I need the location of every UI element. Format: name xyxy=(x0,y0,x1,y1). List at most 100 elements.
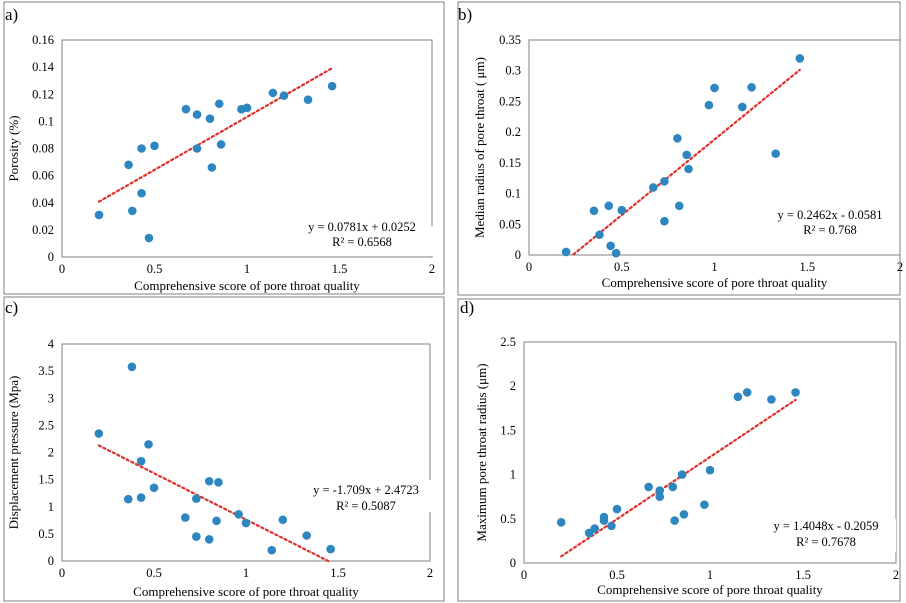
data-point xyxy=(128,206,137,216)
data-point xyxy=(123,494,133,504)
chart-frame xyxy=(457,1,901,296)
x-tick-label: 2 xyxy=(893,568,899,582)
data-point xyxy=(278,515,288,525)
y-tick-label: 0.06 xyxy=(32,169,54,183)
data-point xyxy=(612,504,622,514)
x-tick-label: 2 xyxy=(897,260,903,274)
chart-frame xyxy=(3,1,445,295)
y-tick-label: 2.5 xyxy=(38,418,54,432)
y-tick-label: 0.14 xyxy=(32,60,55,74)
x-tick-label: 0 xyxy=(59,262,65,276)
y-tick-label: 1.5 xyxy=(500,423,516,437)
panel-label: b) xyxy=(458,5,472,24)
data-point xyxy=(556,518,566,527)
x-tick-label: 0.5 xyxy=(614,260,630,274)
data-point xyxy=(192,494,201,503)
x-tick-label: 1 xyxy=(244,262,250,276)
x-tick-label: 0.5 xyxy=(609,568,625,582)
data-point xyxy=(648,183,658,192)
trendline xyxy=(560,398,797,558)
data-point xyxy=(747,83,756,92)
y-tick-label: 0 xyxy=(48,250,54,264)
y-tick-label: 0.1 xyxy=(38,114,54,128)
chart-frame xyxy=(457,298,901,602)
data-point xyxy=(242,103,252,113)
data-point xyxy=(150,141,159,151)
y-tick-label: 0.5 xyxy=(38,527,54,541)
data-point xyxy=(207,163,217,172)
x-tick-label: 2 xyxy=(429,262,435,276)
x-tick-label: 0 xyxy=(521,568,527,582)
y-tick-label: 3.5 xyxy=(38,364,54,378)
data-point xyxy=(705,465,715,475)
data-point xyxy=(611,248,621,258)
y-tick-label: 0.1 xyxy=(505,187,521,201)
trendline xyxy=(97,67,334,203)
y-tick-label: 0.15 xyxy=(499,156,521,170)
x-tick-label: 1.5 xyxy=(332,262,348,276)
data-point xyxy=(655,492,665,502)
data-point xyxy=(303,95,313,104)
y-tick-label: 0 xyxy=(515,248,521,262)
x-axis-label: Comprehensive score of pore throat quali… xyxy=(597,582,823,597)
r-squared: R² = 0.5087 xyxy=(336,499,396,513)
x-tick-label: 0 xyxy=(526,260,532,274)
data-point xyxy=(655,486,665,495)
trendline xyxy=(572,68,801,256)
data-point xyxy=(144,440,153,449)
x-axis-label: Comprehensive score of pore throat quali… xyxy=(133,584,359,599)
plot-area xyxy=(528,39,901,256)
data-point xyxy=(684,164,693,174)
y-tick-label: 0.35 xyxy=(499,33,521,47)
panel-label: a) xyxy=(5,5,18,24)
data-point xyxy=(710,83,719,93)
data-point xyxy=(668,482,678,492)
panel-label: d) xyxy=(460,298,474,317)
y-tick-label: 0.04 xyxy=(32,196,55,210)
data-point xyxy=(216,140,226,149)
data-point xyxy=(137,144,146,153)
y-axis-label: Porosity (%) xyxy=(6,115,21,181)
equation-box xyxy=(300,480,432,512)
data-point xyxy=(677,470,687,479)
y-tick-label: 0.12 xyxy=(32,87,54,101)
panel-label: c) xyxy=(5,298,18,317)
trendline-equation: y = -1.709x + 2.4723 xyxy=(313,483,419,497)
data-point xyxy=(279,91,289,100)
y-tick-label: 1 xyxy=(48,500,54,514)
y-tick-label: 2 xyxy=(48,446,54,460)
data-point xyxy=(607,521,616,531)
r-squared: R² = 0.7678 xyxy=(796,535,856,549)
y-tick-label: 1 xyxy=(510,468,516,482)
y-tick-label: 0 xyxy=(510,556,516,570)
data-point xyxy=(94,210,104,220)
data-point xyxy=(212,516,221,526)
y-tick-label: 0.05 xyxy=(499,217,521,231)
data-point xyxy=(673,133,682,143)
data-point xyxy=(599,512,609,522)
trendline xyxy=(97,444,330,563)
y-tick-label: 0.3 xyxy=(505,64,521,78)
y-tick-label: 0.08 xyxy=(32,142,54,156)
x-tick-label: 0.5 xyxy=(147,262,163,276)
data-point xyxy=(302,531,312,540)
data-point xyxy=(192,144,202,153)
data-point xyxy=(127,362,137,372)
data-point xyxy=(704,100,714,110)
y-tick-label: 0.25 xyxy=(499,94,521,108)
data-point xyxy=(674,201,684,211)
data-point xyxy=(590,524,599,533)
data-point xyxy=(660,216,669,226)
data-point xyxy=(326,544,335,554)
x-tick-label: 0 xyxy=(59,566,65,580)
plot-area xyxy=(61,39,433,258)
data-point xyxy=(205,114,215,123)
data-point xyxy=(738,102,747,112)
x-axis-label: Comprehensive score of pore throat quali… xyxy=(602,275,828,290)
data-point xyxy=(561,247,571,257)
x-tick-label: 1.5 xyxy=(795,568,811,582)
data-point xyxy=(214,478,223,487)
data-point xyxy=(791,388,800,397)
chart-panel-c: 0 0.5 1 1.5 2 2.5 3 3.5 4 0 0.5 1 1.5 2 Comprehensive … xyxy=(3,296,445,602)
y-tick-label: 3 xyxy=(48,391,54,405)
